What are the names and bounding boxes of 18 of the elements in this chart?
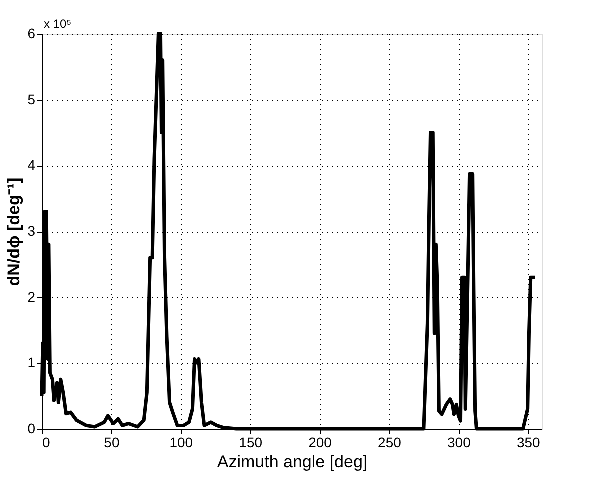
x-tick-label: 350 — [516, 434, 541, 450]
x-tick-label: 100 — [170, 434, 194, 450]
y-tick-label: 1 — [28, 354, 36, 371]
x-tick-label: 150 — [239, 434, 263, 450]
y-tick-label: 4 — [28, 157, 36, 174]
x-tick-label: 200 — [308, 434, 332, 450]
y-tick-label: 2 — [28, 288, 36, 305]
y-axis-title: dN/dϕ [deg⁻¹] — [4, 178, 24, 286]
x-tick-label: 0 — [42, 434, 50, 450]
x-axis-title: Azimuth angle [deg] — [217, 452, 368, 472]
x-tick-label: 250 — [378, 434, 402, 450]
y-tick-label: 0 — [28, 420, 36, 436]
y-tick-label: 3 — [28, 223, 36, 239]
y-tick-label: 5 — [28, 91, 36, 108]
x-tick-label: 50 — [104, 434, 120, 450]
x-tick-label: 300 — [447, 434, 472, 450]
text: x 10⁵ — [44, 17, 72, 31]
y-tick-label: 6 — [28, 26, 36, 42]
